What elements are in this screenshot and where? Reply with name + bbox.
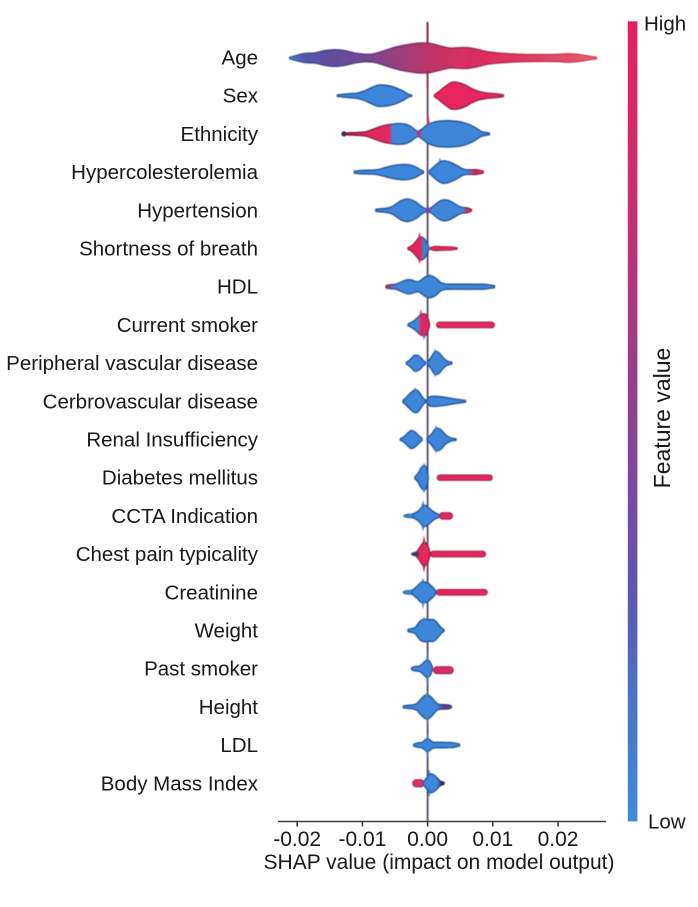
svg-text:0.01: 0.01 [472, 828, 513, 851]
svg-text:HDL: HDL [217, 276, 258, 299]
svg-text:Peripheral vascular disease: Peripheral vascular disease [6, 352, 258, 375]
svg-text:Hypertension: Hypertension [137, 199, 258, 222]
svg-text:Diabetes mellitus: Diabetes mellitus [102, 467, 258, 490]
svg-text:Past smoker: Past smoker [144, 658, 258, 681]
svg-text:Weight: Weight [195, 620, 259, 643]
svg-text:Shortness of breath: Shortness of breath [79, 238, 258, 261]
svg-text:Chest pain typicality: Chest pain typicality [76, 543, 259, 566]
svg-text:-0.01: -0.01 [338, 828, 386, 851]
svg-text:Low: Low [648, 811, 686, 834]
svg-text:CCTA Indication: CCTA Indication [111, 505, 258, 528]
svg-text:Sex: Sex [223, 85, 259, 108]
svg-text:0.02: 0.02 [538, 828, 579, 851]
svg-text:Age: Age [222, 47, 258, 70]
svg-text:Hypercolesterolemia: Hypercolesterolemia [71, 161, 258, 184]
svg-text:LDL: LDL [220, 734, 258, 757]
svg-text:Feature value: Feature value [649, 348, 675, 489]
svg-text:SHAP value (impact on model ou: SHAP value (impact on model output) [264, 851, 615, 874]
svg-text:Creatinine: Creatinine [165, 581, 258, 604]
svg-text:Height: Height [199, 696, 259, 719]
svg-text:Renal Insufficiency: Renal Insufficiency [86, 429, 258, 452]
svg-text:Cerbrovascular disease: Cerbrovascular disease [43, 390, 258, 413]
svg-text:Ethnicity: Ethnicity [181, 123, 259, 146]
svg-text:0.00: 0.00 [407, 828, 448, 851]
svg-text:High: High [644, 13, 686, 36]
svg-text:Current smoker: Current smoker [117, 314, 258, 337]
svg-text:Body Mass Index: Body Mass Index [101, 772, 259, 795]
svg-text:-0.02: -0.02 [273, 828, 321, 851]
